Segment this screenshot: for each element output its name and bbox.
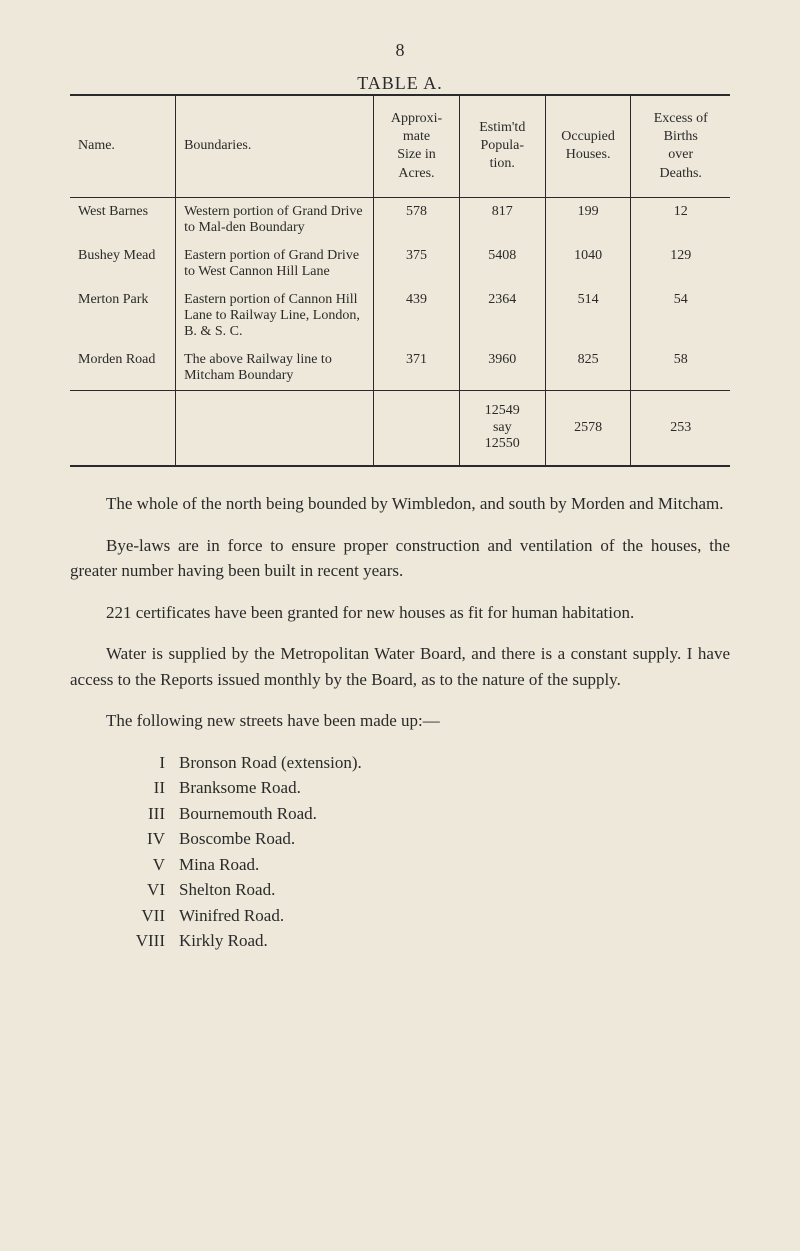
street-name: Shelton Road. (179, 877, 730, 903)
paragraph: The whole of the north being bounded by … (70, 491, 730, 517)
total-pop-say: 12550 (468, 436, 537, 453)
street-name: Boscombe Road. (179, 826, 730, 852)
col-header-houses: OccupiedHouses. (545, 95, 631, 197)
cell-houses: 514 (545, 286, 631, 346)
street-name: Bronson Road (extension). (179, 750, 730, 776)
cell-name: Bushey Mead (70, 242, 176, 286)
cell-size: 578 (374, 197, 460, 242)
table-row: Bushey Mead Eastern portion of Grand Dri… (70, 242, 730, 286)
cell-houses-total: 2578 (545, 390, 631, 466)
cell-excess: 58 (631, 346, 730, 391)
cell-name: Merton Park (70, 286, 176, 346)
table-totals-row: 12549 say 12550 2578 253 (70, 390, 730, 466)
street-num: VII (70, 903, 179, 929)
cell-empty (70, 390, 176, 466)
list-item: III Bournemouth Road. (70, 801, 730, 827)
cell-empty (176, 390, 374, 466)
page-container: 8 TABLE A. Name. Boundaries. Approxi-mat… (0, 0, 800, 1251)
cell-name: West Barnes (70, 197, 176, 242)
street-name: Mina Road. (179, 852, 730, 878)
col-header-name: Name. (70, 95, 176, 197)
cell-houses: 825 (545, 346, 631, 391)
cell-name: Morden Road (70, 346, 176, 391)
cell-excess-total: 253 (631, 390, 730, 466)
list-item: VIII Kirkly Road. (70, 928, 730, 954)
cell-pop-total: 12549 say 12550 (459, 390, 545, 466)
cell-pop: 2364 (459, 286, 545, 346)
list-item: II Branksome Road. (70, 775, 730, 801)
street-name: Bournemouth Road. (179, 801, 730, 827)
table-header-row: Name. Boundaries. Approxi-mateSize inAcr… (70, 95, 730, 197)
col-header-pop: Estim'tdPopula-tion. (459, 95, 545, 197)
cell-pop: 5408 (459, 242, 545, 286)
paragraph: 221 certificates have been granted for n… (70, 600, 730, 626)
table-a: Name. Boundaries. Approxi-mateSize inAcr… (70, 94, 730, 467)
cell-excess: 129 (631, 242, 730, 286)
street-num: I (70, 750, 179, 776)
list-item: V Mina Road. (70, 852, 730, 878)
cell-boundaries: Western portion of Grand Drive to Mal-de… (176, 197, 374, 242)
cell-size: 375 (374, 242, 460, 286)
cell-excess: 54 (631, 286, 730, 346)
col-header-size: Approxi-mateSize inAcres. (374, 95, 460, 197)
cell-size: 371 (374, 346, 460, 391)
total-pop: 12549 (468, 403, 537, 420)
street-num: III (70, 801, 179, 827)
cell-boundaries: Eastern portion of Cannon Hill Lane to R… (176, 286, 374, 346)
street-name: Branksome Road. (179, 775, 730, 801)
cell-pop: 817 (459, 197, 545, 242)
list-item: VI Shelton Road. (70, 877, 730, 903)
cell-houses: 1040 (545, 242, 631, 286)
list-item: IV Boscombe Road. (70, 826, 730, 852)
paragraph: Water is supplied by the Metropolitan Wa… (70, 641, 730, 692)
cell-pop: 3960 (459, 346, 545, 391)
body-text: The whole of the north being bounded by … (70, 491, 730, 734)
table-row: Merton Park Eastern portion of Cannon Hi… (70, 286, 730, 346)
paragraph: The following new streets have been made… (70, 708, 730, 734)
col-header-excess: Excess ofBirthsoverDeaths. (631, 95, 730, 197)
street-num: VIII (70, 928, 179, 954)
cell-empty (374, 390, 460, 466)
street-num: II (70, 775, 179, 801)
table-row: West Barnes Western portion of Grand Dri… (70, 197, 730, 242)
cell-boundaries: Eastern portion of Grand Drive to West C… (176, 242, 374, 286)
cell-excess: 12 (631, 197, 730, 242)
table-title: TABLE A. (70, 73, 730, 94)
street-list: I Bronson Road (extension). II Branksome… (70, 750, 730, 954)
table-row: Morden Road The above Railway line to Mi… (70, 346, 730, 391)
paragraph: Bye-laws are in force to ensure proper c… (70, 533, 730, 584)
col-header-boundaries: Boundaries. (176, 95, 374, 197)
cell-size: 439 (374, 286, 460, 346)
street-num: IV (70, 826, 179, 852)
list-item: I Bronson Road (extension). (70, 750, 730, 776)
street-num: VI (70, 877, 179, 903)
street-name: Kirkly Road. (179, 928, 730, 954)
page-number: 8 (70, 40, 730, 61)
list-item: VII Winifred Road. (70, 903, 730, 929)
cell-houses: 199 (545, 197, 631, 242)
street-num: V (70, 852, 179, 878)
street-name: Winifred Road. (179, 903, 730, 929)
cell-boundaries: The above Railway line to Mitcham Bounda… (176, 346, 374, 391)
say-label: say (468, 420, 537, 437)
